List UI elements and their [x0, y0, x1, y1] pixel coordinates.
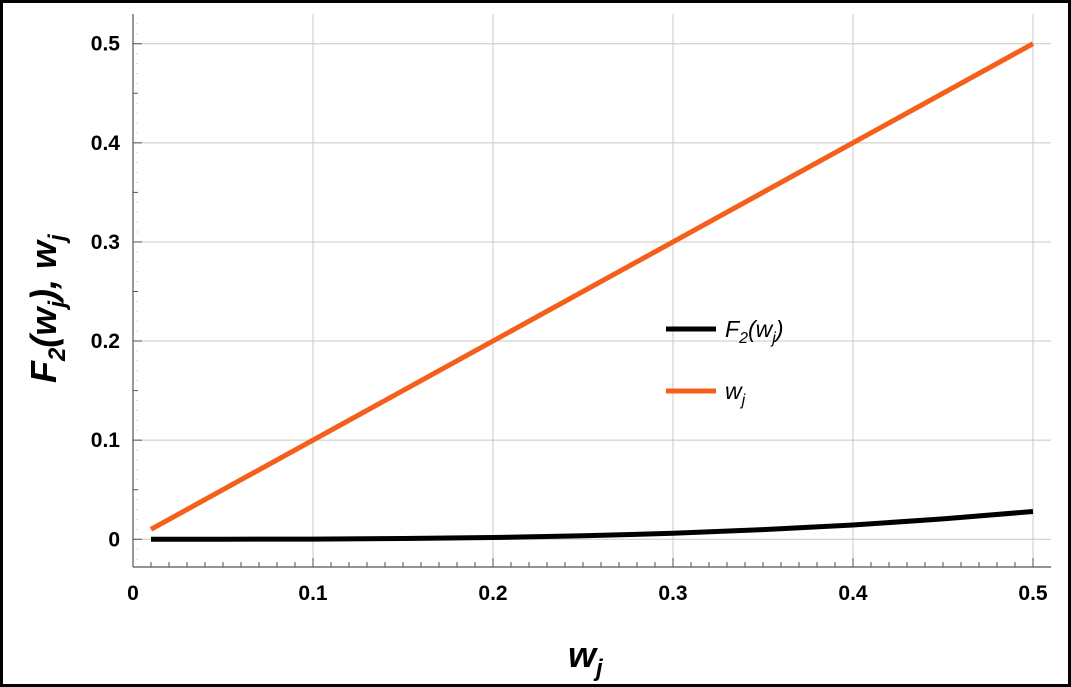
x-tick-label: 0.1 [298, 582, 328, 605]
y-micro-tick [136, 281, 138, 283]
y-micro-tick [136, 152, 138, 154]
y-micro-tick [136, 82, 138, 84]
y-micro-tick [136, 409, 138, 411]
y-micro-tick [136, 221, 138, 223]
y-micro-tick [136, 449, 138, 451]
y-micro-tick [136, 181, 138, 183]
y-tick-label: 0 [108, 528, 120, 551]
y-micro-tick [136, 509, 138, 511]
line-chart: 0 0.1 0.2 0.3 0.4 0.5 0 0.1 0.2 0.3 0.4 0.5 F2(wj) wj… [23, 14, 1051, 682]
y-micro-tick [136, 360, 138, 362]
x-tick-label: 0.3 [658, 582, 687, 605]
y-micro-tick [136, 300, 138, 302]
y-micro-tick [136, 211, 138, 213]
y-micro-tick [136, 518, 138, 520]
legend: F2(wj) wj [666, 316, 783, 409]
y-micro-tick [136, 72, 138, 74]
y-micro-tick [136, 548, 138, 550]
y-micro-tick [136, 370, 138, 372]
y-micro-tick [136, 201, 138, 203]
y-micro-tick [136, 419, 138, 421]
legend-label: F2(wj) [725, 316, 783, 347]
x-axis-label: wj [568, 634, 604, 682]
x-tick-label: 0 [127, 582, 139, 605]
y-micro-tick [136, 320, 138, 322]
y-micro-tick [136, 380, 138, 382]
y-micro-tick [136, 469, 138, 471]
y-micro-tick [136, 53, 138, 55]
y-micro-tick [136, 310, 138, 312]
y-tick-label: 0.2 [91, 330, 120, 353]
y-micro-tick [136, 63, 138, 65]
y-micro-tick [136, 162, 138, 164]
y-micro-tick [136, 23, 138, 25]
y-micro-tick [136, 400, 138, 402]
x-tick-label: 0.2 [478, 582, 507, 605]
y-micro-tick [136, 350, 138, 352]
y-tick-label: 0.1 [91, 429, 121, 452]
x-tick-label: 0.4 [838, 582, 868, 605]
y-micro-tick [136, 251, 138, 253]
y-micro-tick [136, 172, 138, 174]
y-axis-label: F2(wj), wj [23, 233, 71, 383]
y-tick-label: 0.3 [91, 231, 120, 254]
series-line-wj [149, 41, 1035, 532]
y-tick-label: 0.5 [91, 33, 121, 56]
y-micro-tick [136, 558, 138, 560]
y-micro-tick [136, 429, 138, 431]
legend-label: wj [725, 378, 746, 409]
y-micro-tick [136, 122, 138, 124]
y-micro-tick [136, 499, 138, 501]
y-tick-label: 0.4 [91, 132, 121, 155]
y-micro-tick [136, 33, 138, 35]
y-micro-tick [136, 271, 138, 273]
y-micro-tick [136, 330, 138, 332]
y-micro-tick [136, 102, 138, 104]
x-tick-label: 0.5 [1018, 582, 1048, 605]
y-micro-tick [136, 132, 138, 134]
series-line-f2 [150, 509, 1034, 542]
y-micro-tick [136, 479, 138, 481]
y-micro-tick [136, 231, 138, 233]
y-micro-tick [136, 112, 138, 114]
y-micro-tick [136, 261, 138, 263]
y-micro-tick [136, 528, 138, 530]
y-micro-tick [136, 459, 138, 461]
